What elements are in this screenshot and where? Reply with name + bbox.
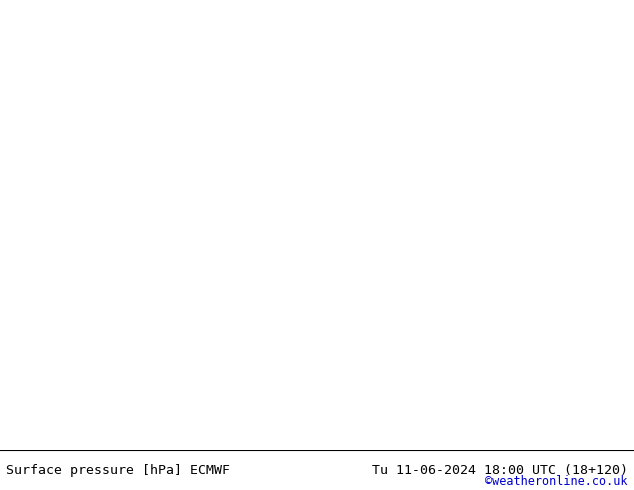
Text: Surface pressure [hPa] ECMWF: Surface pressure [hPa] ECMWF [6, 464, 230, 477]
Text: ©weatheronline.co.uk: ©weatheronline.co.uk [485, 475, 628, 488]
Text: Tu 11-06-2024 18:00 UTC (18+120): Tu 11-06-2024 18:00 UTC (18+120) [372, 464, 628, 477]
